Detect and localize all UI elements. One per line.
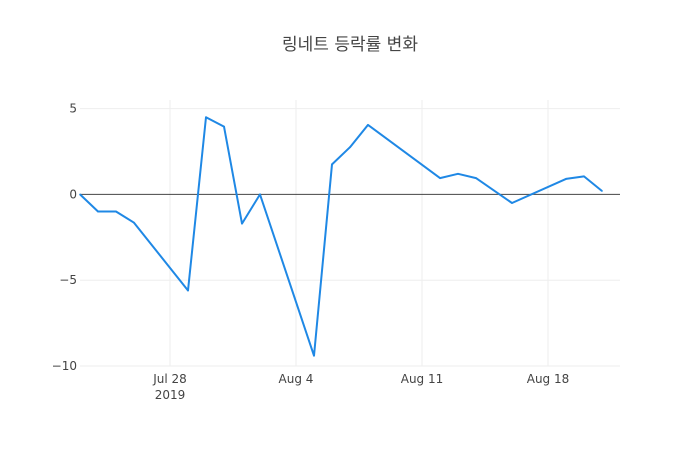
chart-title: 링네트 등락률 변화 <box>282 35 418 55</box>
data-point <box>133 221 135 224</box>
x-tick-label: Aug 11 <box>401 372 444 386</box>
data-point <box>187 289 189 292</box>
data-point <box>313 354 315 357</box>
y-tick-label: 0 <box>69 187 77 201</box>
data-points <box>79 116 603 357</box>
data-point <box>115 210 117 213</box>
y-gridlines <box>80 108 620 367</box>
data-point <box>205 116 207 118</box>
y-tick-labels: 5 0 −5 −10 <box>52 102 77 373</box>
y-tick-label: 5 <box>69 102 77 116</box>
x-tick-sublabel: 2019 <box>155 388 186 402</box>
y-tick-label: −10 <box>52 359 77 373</box>
x-gridlines <box>169 100 549 366</box>
data-point <box>97 210 99 213</box>
data-point <box>583 175 585 178</box>
data-point <box>79 193 81 196</box>
data-point <box>367 124 369 126</box>
data-point <box>457 172 459 175</box>
x-tick-label: Aug 4 <box>279 372 314 386</box>
data-point <box>241 222 243 225</box>
y-tick-label: −5 <box>59 273 77 287</box>
x-tick-label: Aug 18 <box>527 372 570 386</box>
data-point <box>439 177 441 179</box>
data-point <box>601 190 603 192</box>
x-tick-labels: Jul 28 2019 Aug 4 Aug 11 Aug 18 <box>152 372 569 402</box>
x-tick-label: Jul 28 <box>152 372 187 386</box>
data-point <box>349 146 351 148</box>
data-point <box>475 177 477 179</box>
data-point <box>565 178 567 180</box>
data-point <box>259 193 261 196</box>
data-point <box>331 163 333 166</box>
data-point <box>511 202 513 204</box>
data-point <box>223 125 225 128</box>
series-line <box>79 116 603 357</box>
